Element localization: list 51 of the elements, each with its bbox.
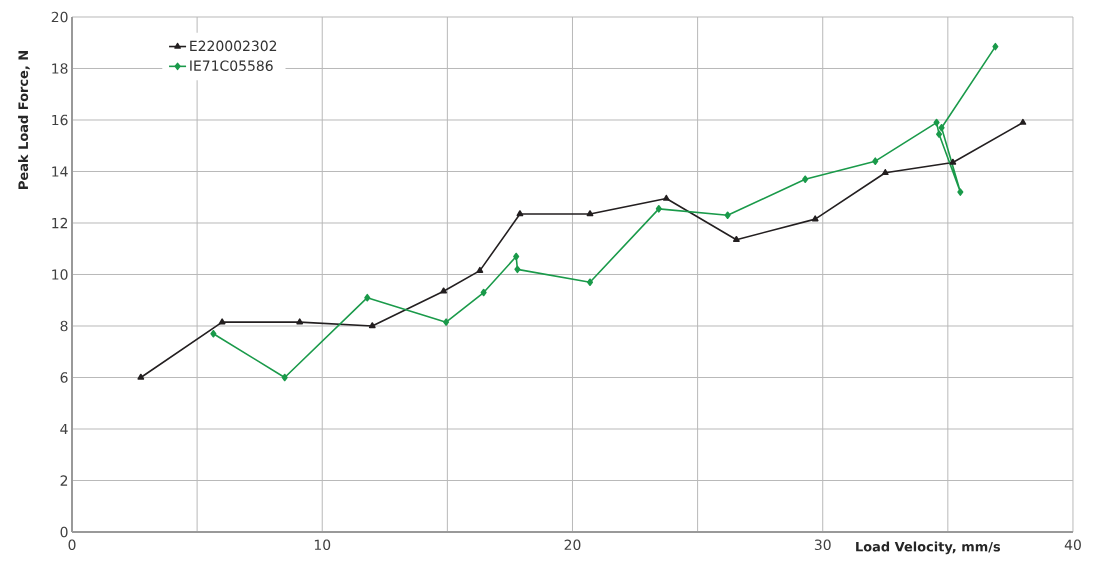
y-tick-label: 4 — [60, 423, 68, 435]
point — [368, 322, 376, 329]
point — [872, 157, 879, 165]
y-tick-label: 6 — [60, 372, 68, 383]
y-tick-label: 20 — [51, 11, 68, 23]
x-tick-label: 10 — [314, 539, 331, 551]
point — [296, 318, 304, 325]
x-tick-label: 30 — [814, 539, 831, 551]
point — [480, 288, 487, 297]
legend-label: IE71C05586 — [190, 60, 273, 71]
point — [938, 123, 945, 132]
y-tick-label: 12 — [52, 217, 68, 229]
x-tick-label: 40 — [1064, 539, 1081, 551]
point — [655, 205, 662, 213]
point — [476, 266, 484, 273]
point — [936, 130, 943, 138]
point — [281, 373, 288, 382]
legend-label: E220002302 — [190, 40, 277, 52]
point — [586, 210, 594, 217]
x-tick-label: 20 — [564, 539, 581, 551]
x-tick-label: 0 — [68, 539, 76, 551]
point — [933, 118, 940, 127]
y-tick-label: 16 — [52, 114, 68, 126]
point — [364, 293, 371, 302]
point — [724, 211, 731, 220]
y-tick-label: 2 — [60, 475, 68, 486]
point — [733, 235, 740, 243]
point — [513, 252, 520, 261]
point — [514, 265, 521, 274]
y-tick-label: 18 — [52, 63, 68, 74]
point — [218, 318, 226, 325]
point — [210, 329, 217, 338]
point — [992, 42, 999, 51]
point — [662, 194, 670, 201]
point — [137, 373, 145, 380]
point — [443, 318, 450, 326]
point — [949, 158, 957, 165]
point — [957, 188, 964, 196]
point — [881, 168, 889, 176]
point — [440, 287, 447, 294]
y-tick-label: 10 — [52, 269, 68, 280]
point — [516, 210, 524, 217]
y-tick-label: 8 — [60, 320, 68, 332]
point — [802, 175, 809, 184]
point — [811, 215, 819, 222]
x-axis-title: Load Velocity, mm/s — [856, 541, 1001, 555]
y-tick-label: 0 — [60, 526, 68, 538]
point — [586, 278, 594, 287]
point — [1019, 118, 1027, 125]
y-tick-label: 14 — [52, 166, 68, 177]
y-axis-title: Peak Load Force, N — [18, 51, 30, 189]
